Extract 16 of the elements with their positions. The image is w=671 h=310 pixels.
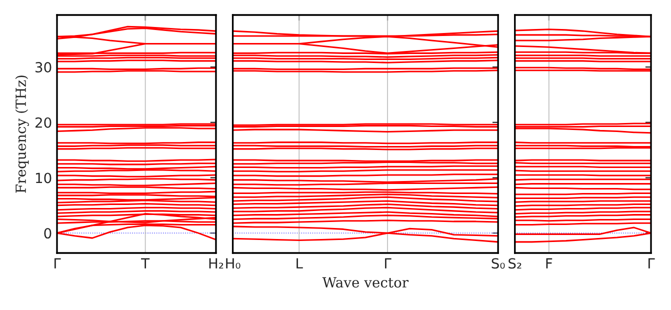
y-axis-title: Frequency (THz) [15, 76, 29, 193]
x-tick-label: H₀ [226, 258, 240, 269]
y-tick-label: 30 [36, 62, 52, 72]
x-tick-label: T [141, 258, 150, 268]
x-tick-label: Γ [385, 258, 392, 268]
x-tick-label: Γ [648, 258, 655, 268]
x-tick-label: Γ [54, 258, 61, 268]
x-tick-label: S₀ [492, 258, 505, 269]
x-axis-title: Wave vector [322, 277, 409, 288]
x-tick-label: S₂ [508, 258, 522, 269]
y-tick-label: 0 [44, 228, 52, 239]
x-tick-label: L [296, 258, 303, 268]
x-tick-label: H₂ [209, 258, 224, 268]
y-tick-label: 10 [36, 172, 52, 184]
y-tick-label: 20 [35, 117, 52, 128]
x-tick-label: F [546, 258, 552, 268]
